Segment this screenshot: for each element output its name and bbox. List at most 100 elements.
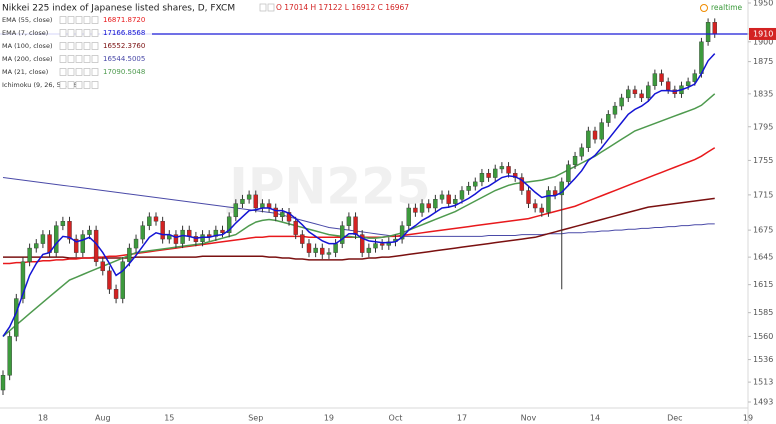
y-tick-label: 1875 — [753, 57, 773, 66]
candle-body — [193, 236, 199, 242]
legend-icon[interactable] — [75, 29, 83, 37]
legend-icon[interactable] — [59, 42, 67, 50]
legend-icon[interactable] — [83, 81, 91, 89]
legend-value: 17166.8568 — [103, 29, 145, 37]
candle-body — [546, 190, 551, 213]
legend-icon[interactable] — [91, 81, 99, 89]
legend-icon[interactable] — [75, 68, 83, 76]
candle-body — [572, 155, 578, 165]
y-tick-label: 1755 — [753, 156, 773, 165]
y-tick-label: 1835 — [753, 89, 773, 98]
legend-icon[interactable] — [83, 29, 91, 37]
y-tick-label: 1795 — [753, 122, 773, 131]
legend-icon[interactable] — [75, 81, 83, 89]
candle-body — [685, 81, 691, 86]
legend-icon[interactable] — [59, 16, 67, 24]
legend-icon[interactable] — [67, 29, 75, 37]
y-tick-label: 1675 — [753, 226, 773, 235]
candle-body — [293, 221, 298, 235]
candle-body — [712, 22, 717, 35]
legend-icon[interactable] — [91, 55, 99, 63]
x-tick-label: 18 — [38, 414, 48, 423]
candle-body — [466, 185, 471, 191]
candle-body — [286, 212, 292, 222]
legend-icon[interactable] — [67, 42, 75, 50]
candle-body — [579, 147, 584, 157]
y-tick-label: 1715 — [753, 190, 773, 199]
candle-body — [373, 243, 378, 249]
candle-body — [34, 243, 39, 249]
candle-body — [652, 73, 658, 86]
candle-body — [453, 199, 458, 204]
candle-body — [147, 216, 152, 226]
legend-icon[interactable] — [83, 68, 91, 76]
x-tick-label: 19 — [324, 414, 334, 423]
legend-icon[interactable] — [91, 16, 99, 24]
candle-body — [413, 207, 418, 213]
legend-icon[interactable] — [67, 55, 75, 63]
legend-icon[interactable] — [75, 55, 83, 63]
status: realtime — [711, 3, 743, 12]
legend-icon[interactable] — [59, 29, 67, 37]
candle-body — [539, 207, 544, 213]
candle-body — [140, 225, 145, 240]
legend-value: 16544.5005 — [103, 55, 145, 63]
candle-body — [320, 247, 325, 255]
legend-icon[interactable] — [67, 81, 75, 89]
legend-icon[interactable] — [67, 68, 75, 76]
candle-body — [493, 168, 498, 178]
legend-value: 16552.3760 — [103, 42, 145, 50]
candle-body — [67, 221, 72, 240]
y-tick-label: 1950 — [753, 0, 773, 8]
x-tick-label: 17 — [457, 414, 467, 423]
candle-body — [54, 225, 59, 253]
legend-icon[interactable] — [91, 68, 99, 76]
x-tick-label: Aug — [95, 414, 111, 423]
candle-body — [107, 270, 112, 290]
header-icon[interactable] — [259, 3, 267, 12]
candle-body — [220, 229, 225, 234]
legend-icon[interactable] — [59, 55, 67, 63]
legend-icon[interactable] — [91, 42, 99, 50]
candle-body — [566, 164, 571, 183]
candle-body — [306, 243, 312, 253]
x-tick-label: Sep — [248, 414, 263, 423]
candle-body — [120, 261, 125, 299]
candle-body — [273, 207, 278, 218]
legend-value: 16871.8720 — [103, 16, 145, 24]
y-tick-label: 1513 — [753, 378, 773, 387]
moving-average-line — [2, 177, 715, 237]
candle-body — [626, 89, 631, 99]
legend-icon[interactable] — [83, 16, 91, 24]
y-tick-label: 1585 — [753, 308, 773, 317]
candle-body — [399, 225, 405, 240]
candle-body — [253, 194, 258, 209]
candle-body — [313, 247, 318, 253]
candle-body — [692, 73, 697, 82]
legend-icon[interactable] — [75, 42, 83, 50]
legend-icon[interactable] — [59, 68, 67, 76]
legend-icon[interactable] — [91, 29, 99, 37]
legend-icon[interactable] — [75, 16, 83, 24]
candle-body — [459, 190, 465, 200]
legend-value-background — [100, 53, 152, 65]
plot-area: JPN225 — [0, 18, 748, 396]
legend-icon[interactable] — [83, 42, 91, 50]
candle-body — [240, 199, 245, 204]
candle-body — [359, 234, 365, 253]
legend-icon[interactable] — [83, 55, 91, 63]
candle-body — [705, 22, 711, 43]
candle-body — [446, 194, 451, 204]
candle-body — [353, 216, 358, 235]
candle-body — [326, 252, 332, 255]
legend-icon[interactable] — [67, 16, 75, 24]
candle-body — [606, 114, 611, 123]
candle-body — [280, 212, 285, 218]
candle-body — [246, 194, 252, 200]
header-icon[interactable] — [267, 3, 275, 12]
candle-body — [20, 261, 26, 299]
candle-body — [592, 130, 598, 140]
candle-body — [386, 241, 392, 246]
legend-name: Ichimoku (9, 26, 52, 26) — [2, 81, 80, 89]
legend-icon[interactable] — [59, 81, 67, 89]
